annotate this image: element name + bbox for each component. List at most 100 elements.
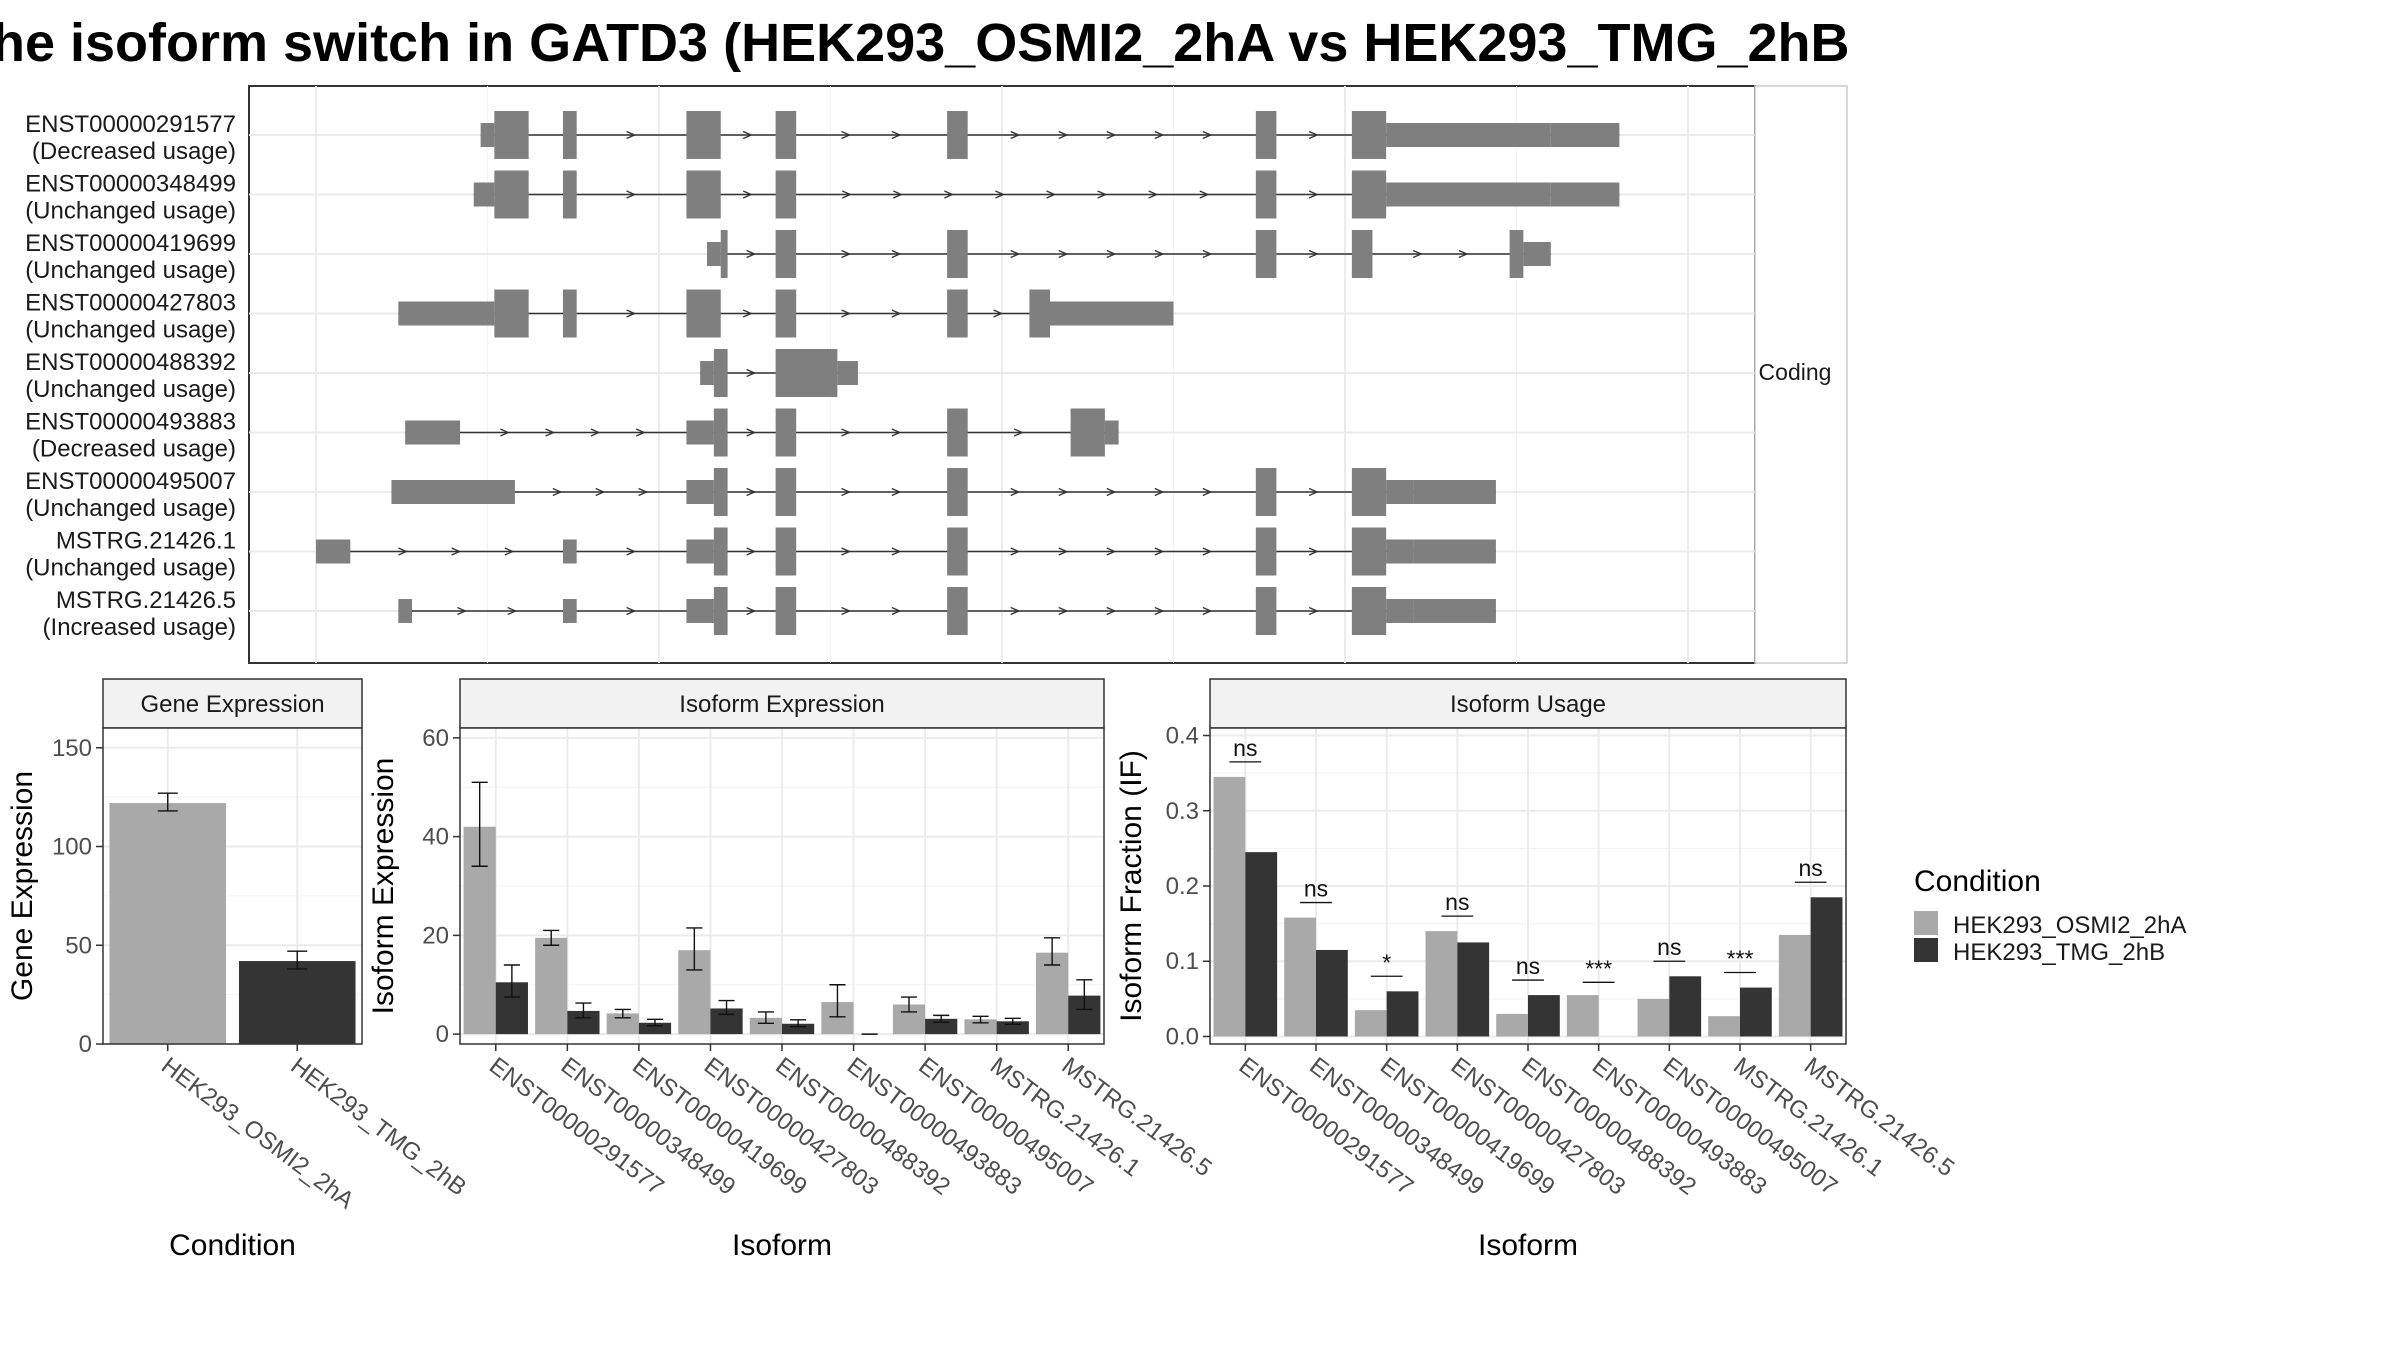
direction-arrow: [595, 487, 606, 497]
coding-exon: [1351, 468, 1387, 516]
coding-exon: [1029, 289, 1051, 338]
utr-exon: [1523, 242, 1551, 266]
bar: [1245, 852, 1278, 1037]
error-bar: [575, 1002, 592, 1019]
utr-exon: [1050, 301, 1174, 326]
coding-strip: [1754, 85, 1848, 664]
direction-arrow: [1010, 130, 1021, 140]
direction-arrow: [1058, 130, 1069, 140]
utr-exon: [480, 123, 495, 147]
isoform-usage-panel: Isoform Usage 0.00.10.20.30.4ENST0000029…: [1115, 678, 1959, 1262]
coding-exon: [562, 111, 577, 159]
gene-structure-panel: Coding ENST00000291577(Decreased usage)E…: [25, 85, 1848, 664]
utr-exon: [1104, 420, 1119, 445]
legend-title: Condition: [1914, 865, 2041, 898]
error-bar: [900, 996, 918, 1013]
figure-title: he isoform switch in GATD3 (HEK293_OSMI2…: [0, 13, 1850, 73]
direction-arrow: [1058, 249, 1069, 259]
y-tick-label: 60: [422, 725, 449, 752]
utr-exon: [707, 242, 721, 266]
gene-expression-ylabel: Gene Expression: [6, 771, 39, 1001]
direction-arrow: [1202, 487, 1213, 497]
utr-exon: [686, 480, 714, 504]
coding-exon: [1255, 527, 1277, 576]
error-bar: [790, 1019, 807, 1028]
direction-arrow: [1013, 428, 1024, 437]
direction-arrow: [842, 190, 852, 199]
direction-arrow: [504, 547, 515, 556]
coding-exon: [947, 408, 968, 457]
transcript-id-label: ENST00000495007: [25, 468, 236, 495]
y-tick-label: 0.0: [1166, 1023, 1199, 1050]
direction-arrow: [841, 428, 852, 437]
error-bar: [646, 1018, 664, 1027]
direction-arrow: [1154, 130, 1165, 140]
gene-expression-panel: Gene Expression 050100150HEK293_OSMI2_2h…: [6, 678, 471, 1262]
utr-exon: [405, 420, 461, 445]
significance-label: ns: [1304, 876, 1328, 902]
direction-arrow: [1106, 547, 1117, 556]
direction-arrow: [841, 547, 852, 556]
error-bar: [686, 927, 703, 971]
direction-arrow: [1010, 606, 1021, 616]
isoform-expression-ylabel: Isoform Expression: [367, 758, 400, 1015]
bar: [1457, 942, 1490, 1037]
bar: [1778, 934, 1811, 1037]
isoform-usage-strip: [1209, 678, 1847, 729]
error-bar: [1004, 1017, 1021, 1025]
transcript-id-label: ENST00000427803: [25, 290, 236, 317]
direction-arrow: [1106, 487, 1117, 497]
direction-arrow: [1148, 190, 1159, 199]
direction-arrow: [746, 606, 757, 616]
direction-arrow: [451, 547, 462, 556]
significance-label: ns: [1233, 735, 1257, 761]
significance-label: ns: [1657, 934, 1681, 960]
utr-exon: [1386, 480, 1414, 504]
coding-exon: [947, 289, 968, 338]
significance-label: *: [1382, 949, 1391, 975]
coding-exon: [1255, 230, 1277, 278]
utr-exon: [686, 539, 714, 564]
utr-exon: [1386, 123, 1551, 147]
coding-exon: [1351, 230, 1373, 278]
direction-arrow: [626, 190, 637, 199]
y-tick-label: 0.3: [1166, 798, 1199, 825]
coding-exon: [775, 230, 797, 278]
coding-exon: [775, 408, 797, 457]
isoform-expression-panel: Isoform Expression 0204060ENST0000029157…: [367, 678, 1217, 1262]
significance-label: ns: [1445, 889, 1469, 915]
bar: [567, 1010, 600, 1035]
direction-arrow: [891, 130, 902, 140]
gene-expression-strip-title: Gene Expression: [140, 691, 324, 718]
bar: [606, 1013, 639, 1035]
transcript-id-label: ENST00000419699: [25, 230, 236, 257]
direction-arrow: [1010, 547, 1021, 556]
direction-arrow: [993, 309, 1004, 318]
coding-exon: [494, 111, 529, 159]
utr-exon: [1386, 599, 1414, 623]
legend: Condition HEK293_OSMI2_2hA HEK293_TMG_2h…: [1914, 865, 2186, 966]
utr-exon: [1413, 599, 1496, 623]
coding-exon: [775, 468, 797, 516]
direction-arrow: [1199, 190, 1210, 199]
significance-label: ns: [1799, 855, 1823, 881]
coding-exon: [1255, 587, 1277, 635]
transcript-id-label: ENST00000291577: [25, 111, 236, 138]
direction-arrow: [841, 249, 852, 259]
coding-exon: [686, 289, 721, 338]
isoform-expression-plot-border: [459, 727, 1105, 1045]
direction-arrow: [1058, 547, 1069, 556]
coding-exon: [947, 230, 968, 278]
direction-arrow: [1202, 606, 1213, 616]
direction-arrow: [891, 428, 902, 437]
direction-arrow: [1308, 487, 1319, 497]
coding-exon: [494, 289, 529, 338]
direction-arrow: [635, 428, 646, 437]
error-bar: [287, 950, 308, 970]
y-tick-label: 0: [436, 1021, 449, 1048]
y-tick-label: 50: [65, 932, 92, 959]
direction-arrow: [1412, 249, 1423, 259]
direction-arrow: [891, 547, 902, 556]
coding-exon: [713, 587, 728, 635]
coding-exon: [947, 587, 968, 635]
